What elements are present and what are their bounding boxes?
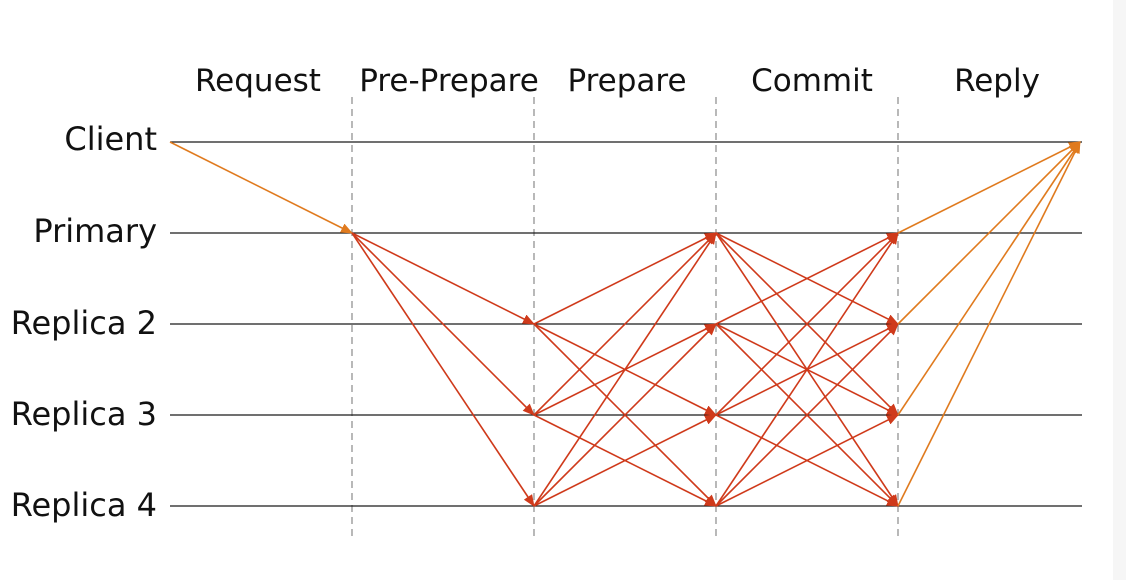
message-arrows (169, 141, 1081, 507)
arrow-pre-prepare-primary-to-replica-3 (351, 232, 535, 416)
arrow-pre-prepare-primary-to-replica-4 (351, 232, 535, 507)
arrow-prepare-replica-2-to-primary (533, 232, 717, 325)
arrow-reply-replica-2-to-client (897, 141, 1081, 325)
phase-label-prepare: Prepare (567, 63, 686, 99)
arrow-reply-replica-3-to-client (897, 141, 1081, 416)
arrow-prepare-replica-4-to-replica-2 (533, 323, 717, 507)
phase-label-pre-prepare: Pre-Prepare (359, 63, 539, 99)
arrow-reply-replica-4-to-client (897, 141, 1081, 507)
arrow-request-client-to-primary (169, 141, 353, 234)
node-label-client: Client (64, 120, 157, 158)
arrow-reply-primary-to-client (897, 141, 1081, 234)
arrow-prepare-replica-3-to-primary (533, 232, 717, 416)
node-label-replica-2: Replica 2 (11, 304, 157, 342)
arrow-prepare-replica-4-to-replica-3 (533, 414, 717, 507)
arrow-pre-prepare-primary-to-replica-2 (351, 232, 535, 325)
arrow-prepare-replica-4-to-primary (533, 232, 717, 507)
right-edge-strip (1113, 0, 1126, 580)
phase-label-reply: Reply (954, 63, 1040, 99)
arrow-commit-replica-4-to-replica-2 (715, 323, 899, 507)
arrow-commit-replica-4-to-primary (715, 232, 899, 507)
phase-label-request: Request (195, 63, 321, 99)
node-label-primary: Primary (33, 212, 157, 250)
node-timelines (170, 141, 1082, 507)
phase-label-commit: Commit (751, 63, 873, 99)
node-label-replica-4: Replica 4 (11, 486, 157, 524)
phase-dividers (351, 97, 899, 540)
node-label-replica-3: Replica 3 (11, 395, 157, 433)
arrow-commit-replica-2-to-primary (715, 232, 899, 325)
arrow-commit-replica-4-to-replica-3 (715, 414, 899, 507)
arrow-commit-replica-3-to-primary (715, 232, 899, 416)
